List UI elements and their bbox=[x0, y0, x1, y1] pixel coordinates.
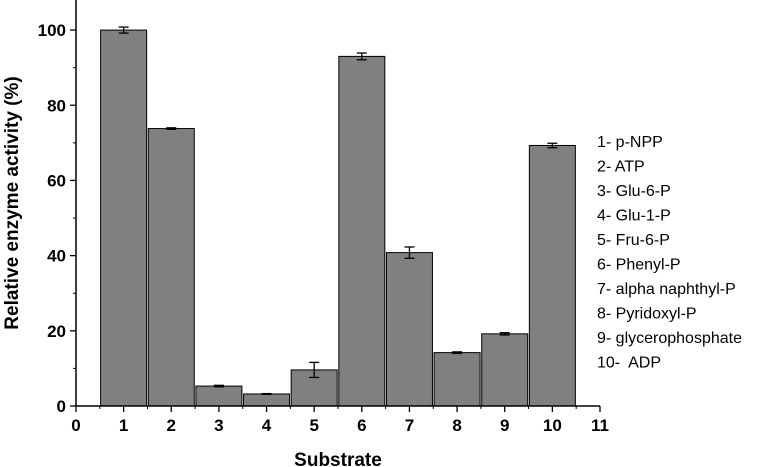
y-tick-label-0: 0 bbox=[57, 397, 66, 416]
y-tick-label-100: 100 bbox=[38, 21, 66, 40]
x-tick-label-7: 7 bbox=[405, 416, 414, 435]
y-tick-label-60: 60 bbox=[47, 171, 66, 190]
legend: 1- p-NPP 2- ATP 3- Glu-6-P 4- Glu-1-P 5- Fru… bbox=[597, 134, 742, 372]
bar-8 bbox=[433, 352, 481, 407]
y-tick-label-40: 40 bbox=[47, 247, 66, 266]
legend-entry-10: 10- ADP bbox=[597, 355, 661, 372]
bar-7 bbox=[385, 252, 433, 407]
x-tick-label-10: 10 bbox=[543, 416, 562, 435]
x-tick-label-6: 6 bbox=[357, 416, 366, 435]
bar-6 bbox=[338, 55, 386, 407]
bar-1 bbox=[100, 29, 148, 407]
bar-10 bbox=[528, 144, 576, 407]
legend-entry-2: 2- ATP bbox=[597, 159, 645, 176]
x-tick-label-4: 4 bbox=[262, 416, 272, 435]
y-axis-title: Relative enzyme activity (%) bbox=[2, 76, 23, 329]
x-axis-title: Substrate bbox=[294, 450, 382, 467]
legend-entry-8: 8- Pyridoxyl-P bbox=[597, 306, 697, 323]
bar-2 bbox=[147, 128, 195, 407]
bars-group bbox=[100, 26, 576, 407]
x-tick-label-0: 0 bbox=[71, 416, 80, 435]
legend-entry-1: 1- p-NPP bbox=[597, 134, 663, 151]
x-tick-label-9: 9 bbox=[500, 416, 509, 435]
legend-entry-6: 6- Phenyl-P bbox=[597, 257, 681, 274]
legend-entry-5: 5- Fru-6-P bbox=[597, 232, 670, 249]
x-tick-label-2: 2 bbox=[167, 416, 176, 435]
legend-entry-7: 7- alpha naphthyl-P bbox=[597, 281, 736, 298]
x-tick-label-1: 1 bbox=[119, 416, 128, 435]
y-tick-label-20: 20 bbox=[47, 322, 66, 341]
x-tick-label-11: 11 bbox=[591, 416, 609, 435]
legend-entry-4: 4- Glu-1-P bbox=[597, 208, 671, 225]
bar-4 bbox=[243, 393, 291, 407]
x-tick-label-8: 8 bbox=[452, 416, 461, 435]
axes-group: 0 1 2 3 4 5 6 7 8 9 10 11 0 20 40 60 80 100 bbox=[38, 0, 609, 435]
x-tick-label-3: 3 bbox=[214, 416, 223, 435]
legend-entry-9: 9- glycerophosphate bbox=[597, 330, 742, 347]
bar-3 bbox=[195, 385, 243, 407]
x-tick-label-5: 5 bbox=[309, 416, 318, 435]
legend-entry-3: 3- Glu-6-P bbox=[597, 183, 671, 200]
y-tick-label-80: 80 bbox=[47, 96, 66, 115]
bar-9 bbox=[481, 333, 529, 407]
